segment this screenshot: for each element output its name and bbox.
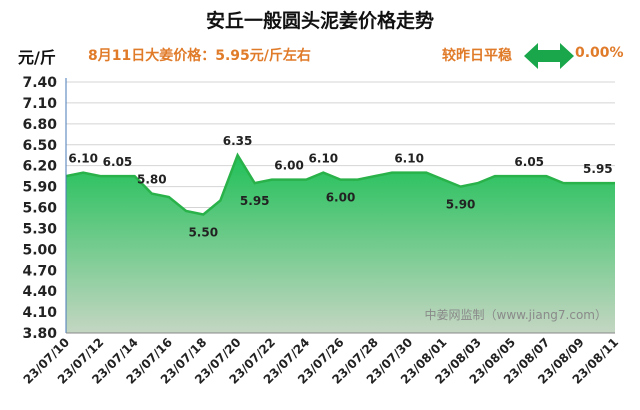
data-label: 5.95	[240, 194, 270, 208]
double-arrow-icon	[524, 43, 574, 69]
y-tick-label: 3.80	[22, 326, 57, 342]
y-tick-label: 5.30	[22, 221, 57, 237]
x-axis-ticks: 23/07/1023/07/1223/07/1423/07/1623/07/18…	[21, 335, 622, 387]
data-label: 5.95	[583, 162, 613, 176]
data-label: 5.80	[137, 173, 167, 187]
y-tick-label: 5.00	[22, 242, 57, 258]
chart-title: 安丘一般圆头泥姜价格走势	[205, 10, 434, 32]
compare-value: 0.00%	[575, 45, 624, 61]
data-label: 6.10	[394, 152, 424, 166]
area-fill	[65, 152, 615, 333]
y-tick-label: 6.50	[22, 138, 57, 154]
unit-label: 元/斤	[18, 48, 56, 67]
y-tick-label: 5.90	[22, 180, 57, 196]
price-area	[66, 155, 615, 333]
axes	[65, 78, 615, 334]
data-label: 6.10	[309, 152, 339, 166]
price-note: 8月11日大姜价格：5.95元/斤左右	[88, 48, 311, 64]
data-label: 6.35	[223, 134, 253, 148]
price-line	[65, 152, 615, 216]
y-tick-label: 4.70	[22, 263, 57, 279]
data-label: 6.05	[514, 155, 544, 169]
watermark: 中姜网监制（www.jiang7.com）	[425, 307, 607, 322]
data-label: 6.00	[326, 191, 356, 205]
data-label: 6.00	[274, 159, 304, 173]
data-label: 6.05	[103, 155, 133, 169]
y-tick-label: 6.20	[22, 159, 57, 175]
y-tick-label: 4.40	[22, 284, 57, 300]
y-axis-ticks: 3.80 4.10 4.40 4.70 5.00 5.30 5.60 5.90 6.20 6.50…	[22, 75, 57, 342]
y-tick-label: 7.40	[22, 75, 57, 91]
data-label: 5.50	[188, 225, 218, 239]
y-tick-label: 6.80	[22, 117, 57, 133]
data-label: 5.90	[446, 198, 476, 212]
data-label: 6.10	[68, 152, 98, 166]
y-tick-label: 7.10	[22, 96, 57, 112]
compare-label: 较昨日平稳	[442, 48, 512, 64]
y-tick-label: 5.60	[22, 201, 57, 217]
y-tick-label: 4.10	[22, 305, 57, 321]
data-labels: 6.10 6.05 5.80 5.50 6.35 5.95 6.00 6.10 6.00 6.10…	[68, 134, 612, 239]
